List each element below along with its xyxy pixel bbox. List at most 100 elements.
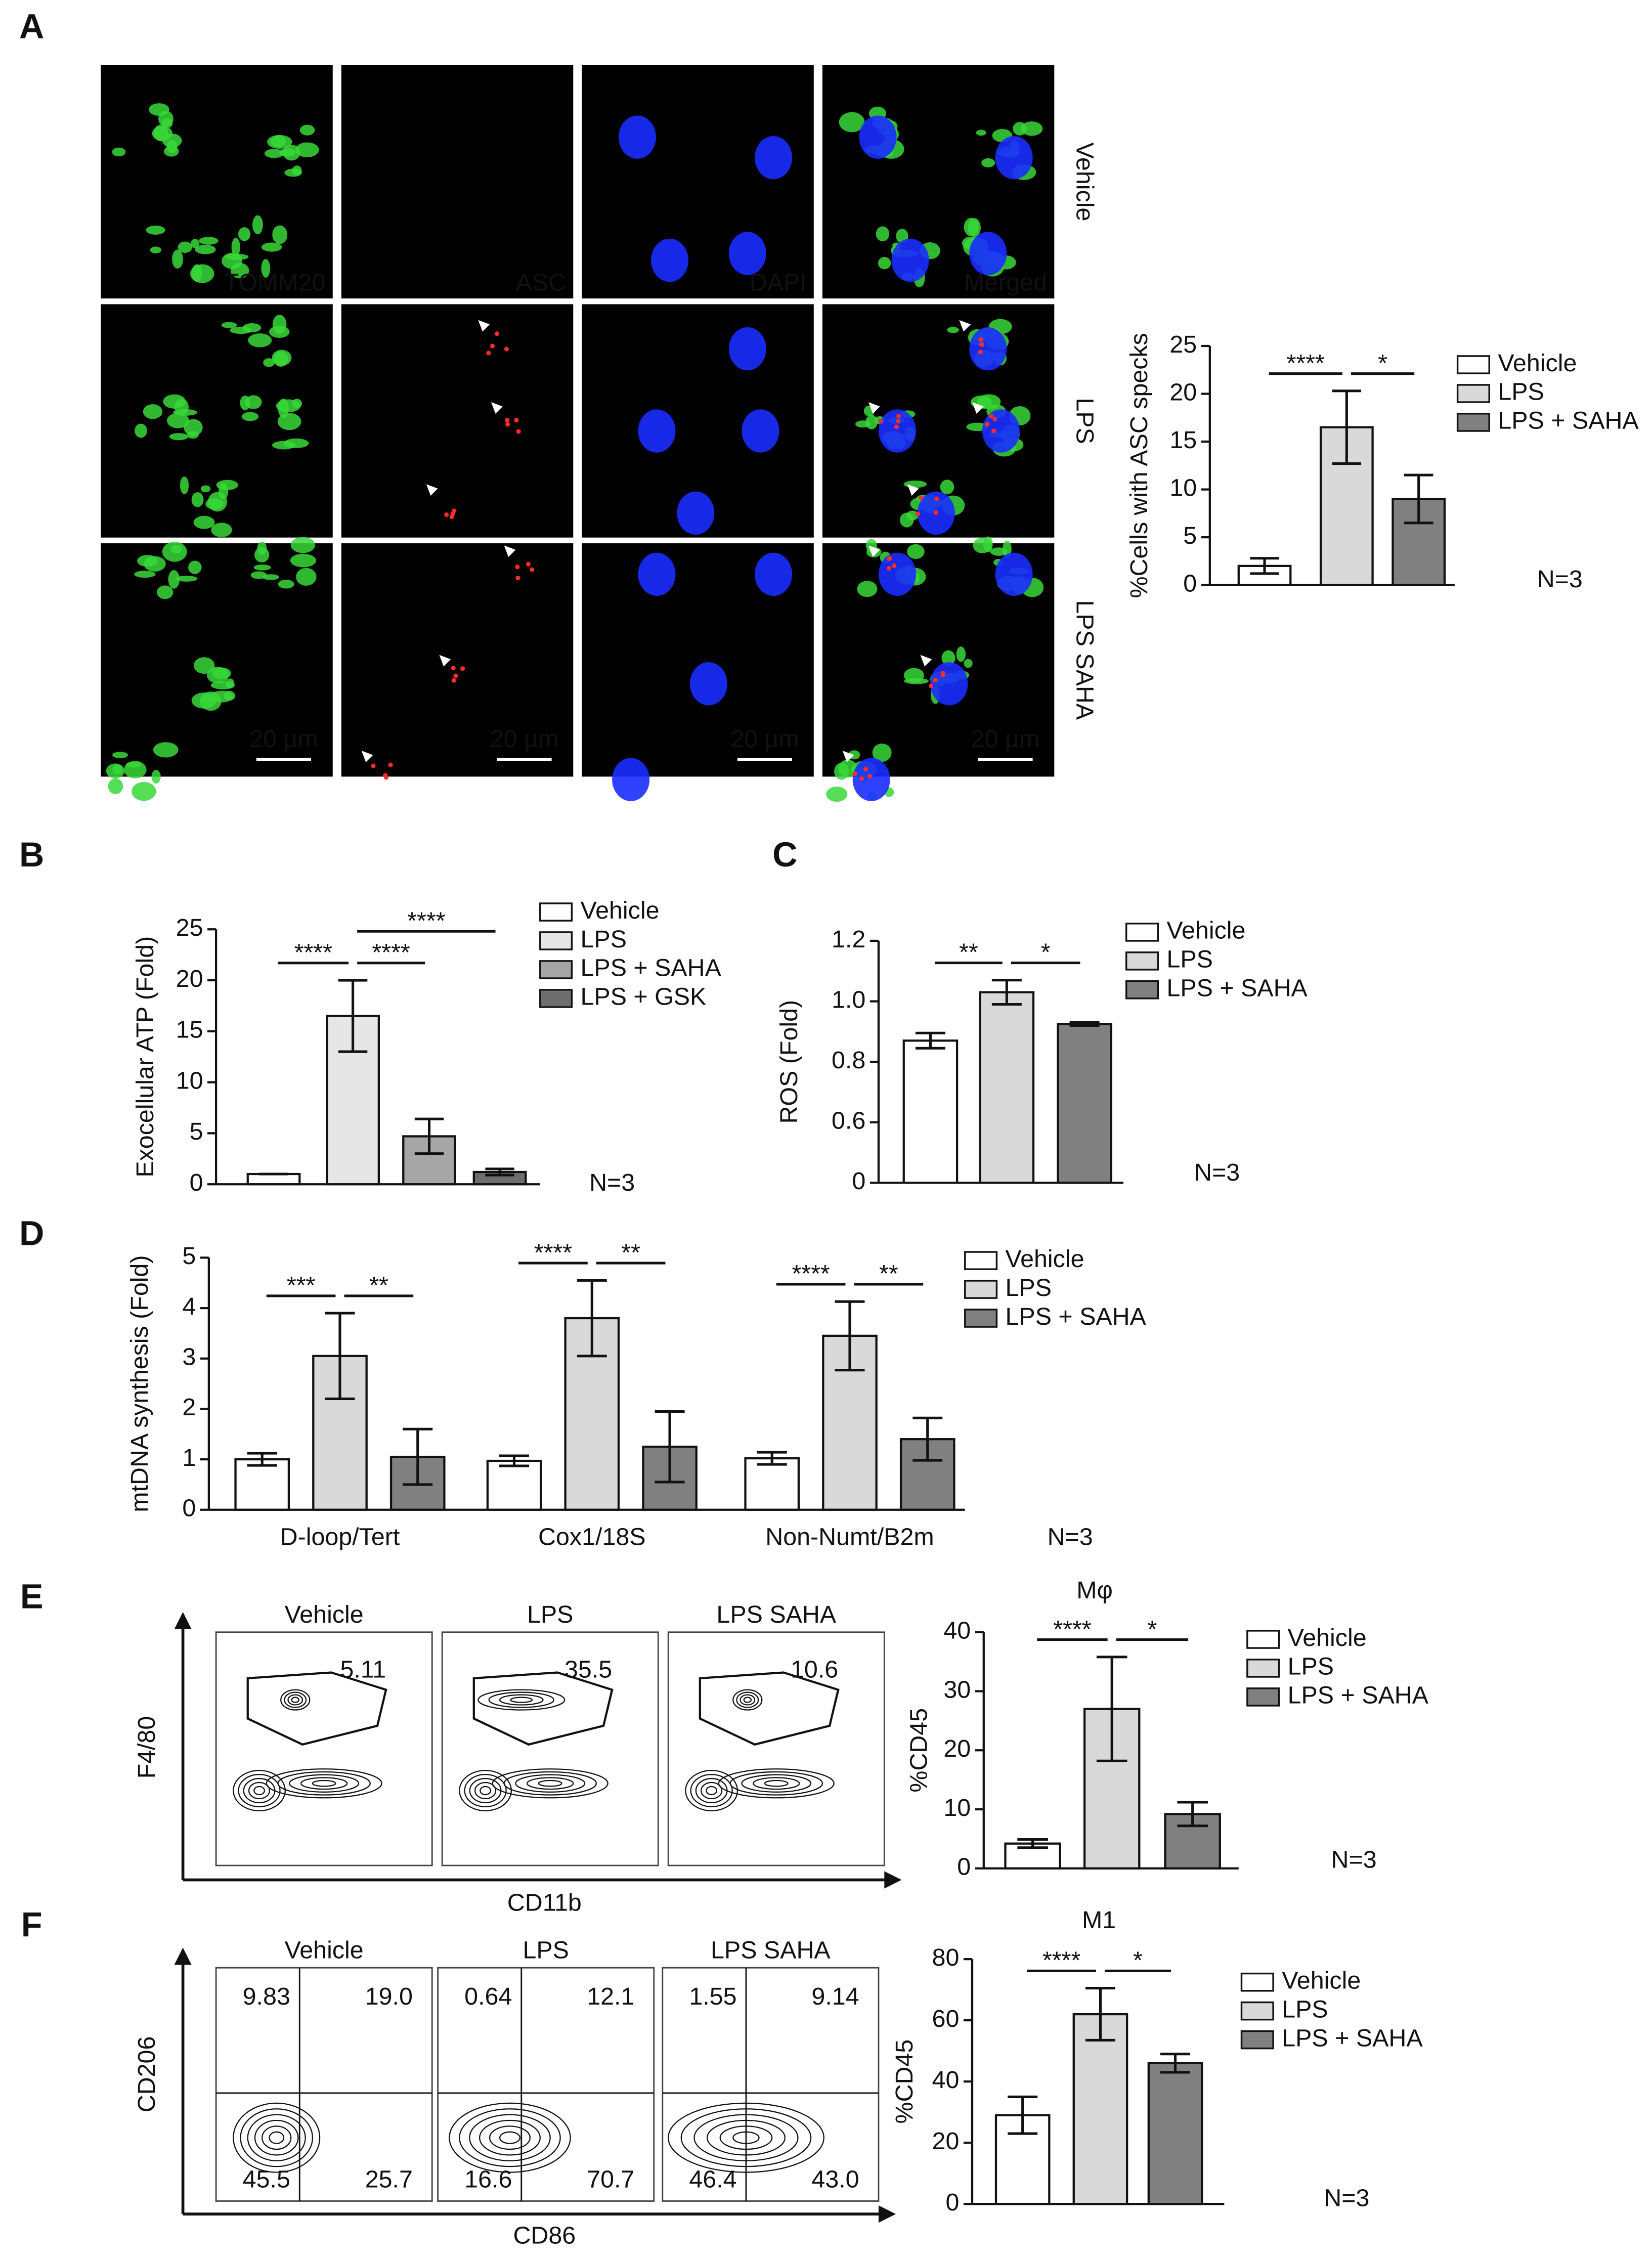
asc-speck — [988, 414, 993, 419]
legend-label: LPS — [581, 926, 627, 953]
contour — [736, 1691, 759, 1708]
sample-title: LPS — [523, 1937, 569, 1964]
mito-signal — [284, 168, 302, 177]
mito-signal — [283, 145, 300, 161]
mito-signal — [254, 547, 270, 562]
error-bar — [1096, 1656, 1127, 1762]
micrograph — [101, 65, 333, 299]
mito-signal — [248, 333, 272, 347]
legend-swatch — [964, 1309, 998, 1328]
legend-swatch — [539, 960, 573, 979]
y-tick-label: 20 — [176, 965, 203, 992]
contour — [233, 1769, 286, 1811]
contour — [238, 1773, 281, 1807]
mito-signal — [296, 568, 317, 586]
asc-speck — [978, 337, 983, 342]
contour — [527, 1777, 574, 1790]
nucleus — [618, 115, 657, 159]
asc-speck — [887, 556, 892, 561]
gate — [472, 1671, 614, 1746]
mito-signal — [904, 678, 929, 684]
mito-signal — [205, 498, 224, 510]
arrowhead — [361, 751, 373, 762]
legend-label: Vehicle — [581, 897, 660, 924]
gate-percent: 5.11 — [340, 1656, 386, 1683]
quadrant-percent: 16.6 — [464, 2165, 512, 2193]
y-tick-label: 0 — [190, 1169, 203, 1196]
legend-label: LPS — [1006, 1274, 1052, 1301]
asc-speck — [516, 429, 521, 434]
contour — [732, 1689, 763, 1711]
legend-swatch — [1125, 951, 1159, 971]
significance-label: **** — [407, 907, 445, 935]
legend-swatch — [1246, 1630, 1280, 1649]
mito-signal — [261, 242, 282, 252]
nucleus — [638, 552, 676, 596]
micrograph — [582, 65, 814, 299]
mito-signal — [976, 129, 986, 136]
nucleus — [969, 327, 1007, 371]
asc-speck — [515, 564, 520, 570]
legend-label: LPS — [1166, 946, 1212, 973]
panel-letter: A — [19, 8, 44, 46]
mito-signal — [290, 553, 316, 568]
nucleus — [677, 491, 715, 535]
error-bar — [1069, 1021, 1100, 1027]
panel-letter: B — [19, 836, 44, 874]
nucleus — [995, 552, 1033, 596]
y-tick-label: 20 — [1169, 378, 1197, 406]
mito-signal — [124, 761, 147, 779]
mito-signal — [240, 395, 250, 411]
mito-signal — [977, 394, 1001, 410]
error-bar — [915, 1031, 945, 1050]
mito-signal — [199, 237, 219, 245]
mito-signal — [190, 239, 200, 248]
mito-signal — [878, 256, 891, 270]
axis-label: CD86 — [513, 2222, 576, 2249]
mito-signal — [264, 149, 284, 158]
contour — [269, 2131, 285, 2144]
significance-label: * — [1148, 1616, 1157, 1643]
flow-plot — [441, 1631, 659, 1866]
arrow-head — [174, 1612, 192, 1630]
asc-speck — [505, 418, 510, 423]
asc-speck — [940, 672, 945, 677]
nucleus — [755, 552, 793, 596]
nucleus — [742, 409, 779, 453]
mito-signal — [190, 264, 214, 283]
asc-speck — [978, 350, 983, 355]
mito-signal — [876, 226, 890, 242]
mito-signal — [112, 147, 126, 157]
contour — [538, 1779, 562, 1787]
mito-signal — [834, 763, 849, 780]
contour — [240, 2108, 314, 2167]
micrograph — [101, 543, 333, 777]
bar — [899, 1438, 955, 1511]
y-tick-label: 10 — [943, 1794, 971, 1821]
y-tick-label: 20 — [943, 1735, 971, 1762]
y-tick-label: 60 — [932, 2005, 960, 2032]
legend-label: LPS + SAHA — [1166, 975, 1308, 1002]
asc-speck — [371, 763, 376, 768]
significance-label: **** — [372, 939, 410, 967]
sample-title: LPS — [527, 1601, 573, 1628]
mito-signal — [261, 259, 271, 278]
error-bar — [1160, 2053, 1191, 2074]
nucleus — [728, 327, 766, 371]
gate — [246, 1671, 387, 1746]
legend-swatch — [539, 902, 573, 922]
arrowhead — [868, 402, 880, 414]
mito-signal — [964, 218, 979, 237]
mito-signal — [149, 103, 169, 116]
y-tick-label: 0 — [852, 1167, 865, 1195]
y-tick-label: 25 — [176, 914, 203, 941]
mito-signal — [150, 246, 161, 253]
y-tick-label: 40 — [932, 2066, 960, 2094]
significance-label: * — [1133, 1947, 1143, 1974]
contour — [449, 2102, 571, 2173]
nucleus — [969, 232, 1007, 275]
asc-speck — [453, 673, 458, 678]
y-tick-label: 4 — [182, 1293, 196, 1320]
y-tick-label: 0.6 — [832, 1107, 865, 1135]
sample-size-note: N=3 — [1048, 1523, 1093, 1550]
